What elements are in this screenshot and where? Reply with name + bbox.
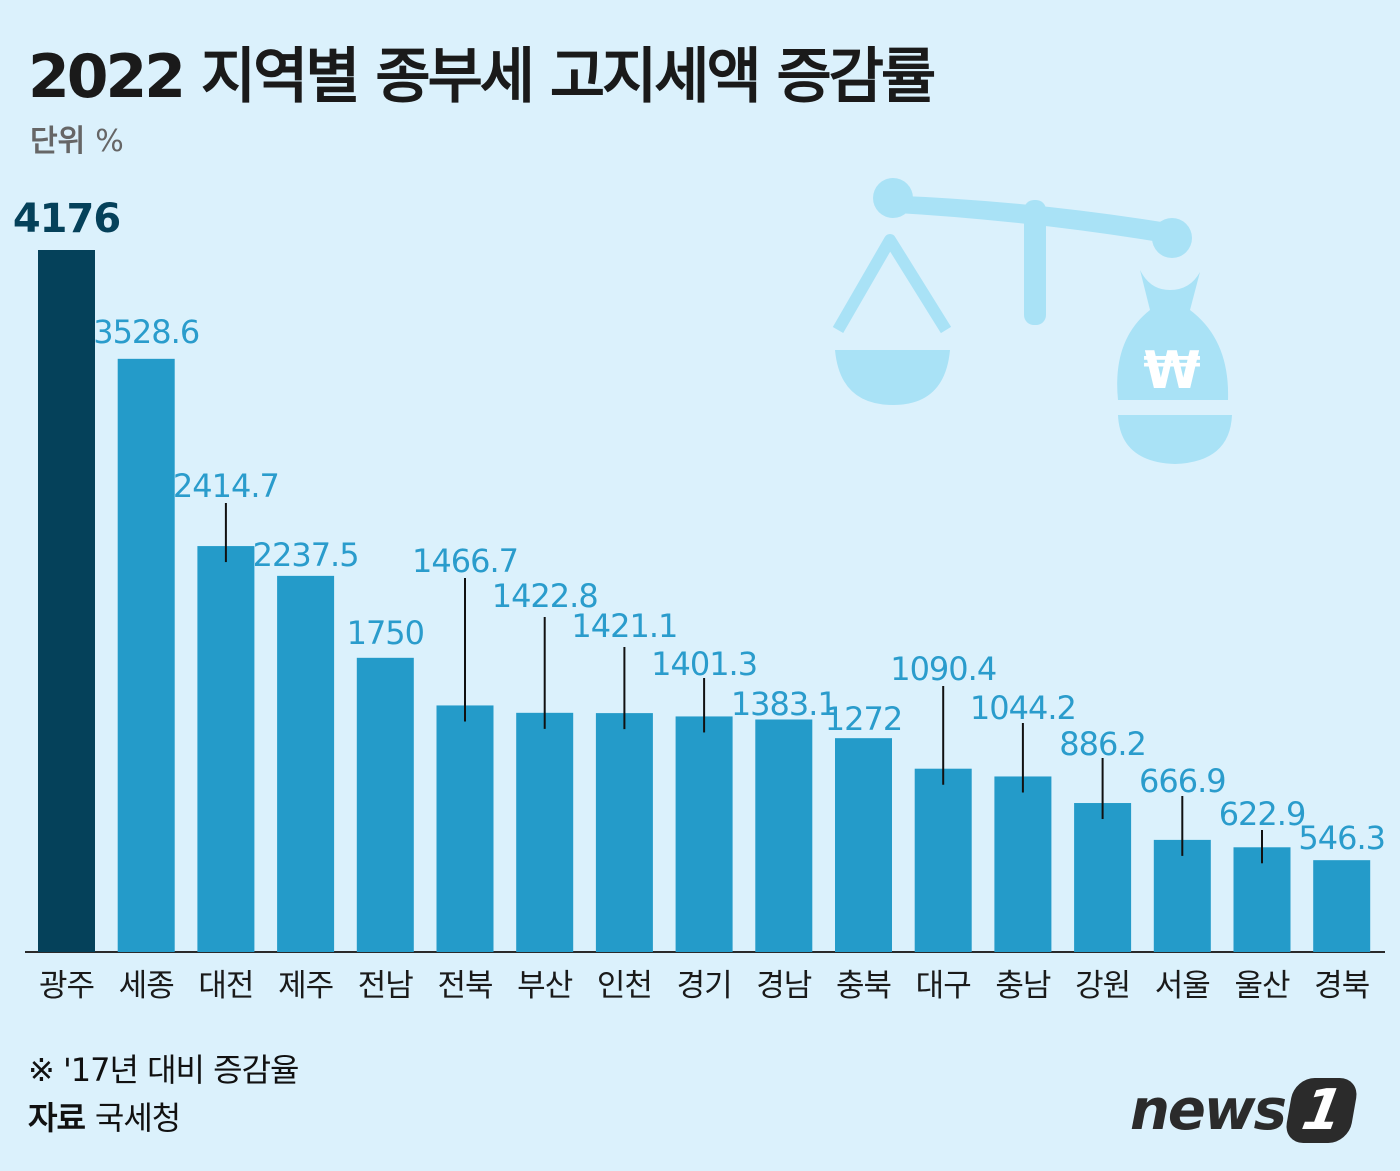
bar-충남 xyxy=(994,776,1052,952)
x-tick-label: 광주 xyxy=(39,968,94,1004)
data-label: 886.2 xyxy=(1059,725,1146,763)
x-tick-label: 세종 xyxy=(119,968,174,1004)
x-tick-label: 전남 xyxy=(358,968,414,1004)
logo-text: news xyxy=(1130,1078,1287,1143)
bar-광주 xyxy=(38,250,95,952)
data-label: 4176 xyxy=(13,196,120,242)
x-tick-label: 부산 xyxy=(517,968,573,1004)
x-tick-label: 경남 xyxy=(756,968,812,1004)
bar-강원 xyxy=(1074,803,1132,952)
bar-경기 xyxy=(675,716,733,952)
x-tick-label: 경북 xyxy=(1314,968,1369,1004)
x-tick-label: 경기 xyxy=(677,968,732,1004)
unit-label: 단위% xyxy=(30,116,124,160)
unit-label-text: 단위 xyxy=(30,124,86,159)
data-label: 1044.2 xyxy=(970,689,1076,727)
source-value: 국세청 xyxy=(94,1099,181,1137)
unit-value: % xyxy=(95,124,124,159)
bar-경북 xyxy=(1313,860,1371,952)
bar-충북 xyxy=(835,738,892,952)
bar-전남 xyxy=(356,657,414,952)
x-tick-label: 인천 xyxy=(597,968,652,1004)
bar-전북 xyxy=(436,705,494,952)
bar-제주 xyxy=(277,575,335,952)
bar-인천 xyxy=(595,713,653,952)
x-tick-label: 대전 xyxy=(198,968,253,1004)
data-label: 1383.1 xyxy=(731,685,837,723)
data-label: 622.9 xyxy=(1219,795,1306,833)
news1-logo: news 1 xyxy=(1130,1078,1360,1143)
data-label: 1401.3 xyxy=(651,645,757,683)
data-label: 2237.5 xyxy=(253,536,359,574)
data-label: 1090.4 xyxy=(890,650,996,688)
bar-대전 xyxy=(197,546,255,952)
bar-울산 xyxy=(1233,847,1291,952)
data-label: 546.3 xyxy=(1298,819,1385,857)
bar-대구 xyxy=(914,768,972,952)
source: 자료 국세청 xyxy=(28,1093,181,1139)
x-tick-label: 대구 xyxy=(916,968,971,1004)
scale-with-money-bag-icon: ₩ xyxy=(832,178,1232,464)
data-label: 1421.1 xyxy=(571,607,677,645)
bar-서울 xyxy=(1153,839,1211,952)
x-tick-label: 충남 xyxy=(995,968,1051,1004)
x-tick-label: 충북 xyxy=(836,968,891,1004)
data-label: 1466.7 xyxy=(412,542,518,580)
data-label: 1272 xyxy=(825,700,902,738)
bar-부산 xyxy=(516,712,574,952)
bar-세종 xyxy=(117,358,175,952)
data-label: 1422.8 xyxy=(492,577,598,615)
footnote: ※ '17년 대비 증감율 xyxy=(28,1051,299,1089)
source-label: 자료 xyxy=(28,1099,86,1137)
x-tick-label: 울산 xyxy=(1234,968,1290,1004)
data-label: 2414.7 xyxy=(173,467,279,505)
x-tick-label: 서울 xyxy=(1155,968,1210,1004)
logo-mark: 1 xyxy=(1283,1078,1360,1143)
x-tick-label: 제주 xyxy=(278,968,333,1004)
x-tick-label: 강원 xyxy=(1075,968,1130,1004)
data-label: 3528.6 xyxy=(93,313,199,351)
data-label: 666.9 xyxy=(1139,762,1226,800)
bar-경남 xyxy=(755,719,813,952)
chart-title: 2022 지역별 종부세 고지세액 증감률 xyxy=(28,42,936,112)
x-tick-label: 전북 xyxy=(437,968,492,1004)
data-label: 1750 xyxy=(347,614,424,652)
svg-text:₩: ₩ xyxy=(1143,341,1200,401)
